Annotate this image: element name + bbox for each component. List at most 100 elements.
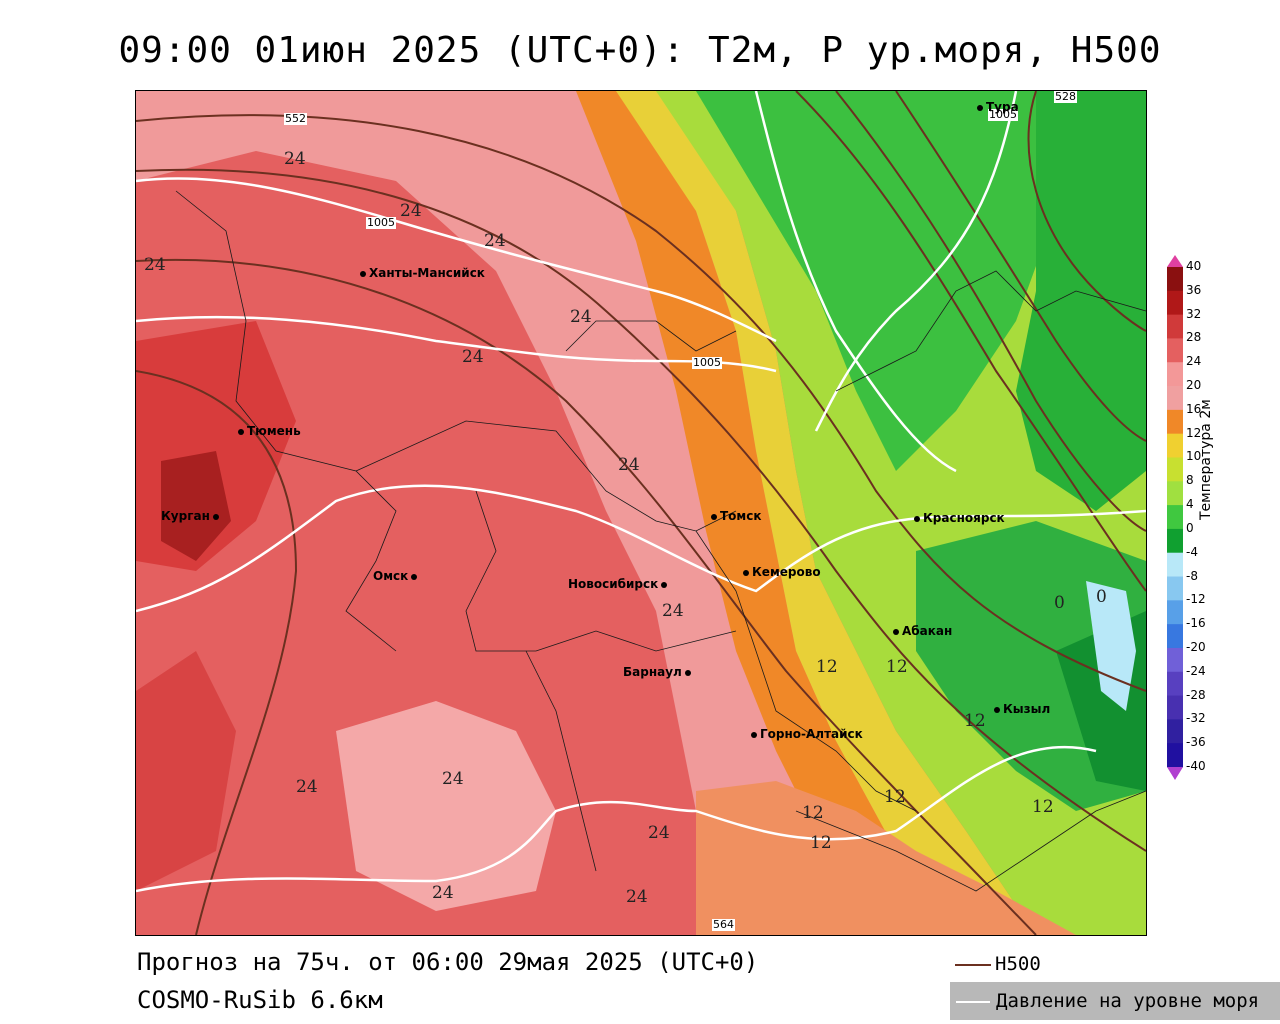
temp-zone-below-0 xyxy=(1086,581,1136,711)
temp-zone-4-east xyxy=(1016,91,1146,511)
temp-label: 12 xyxy=(886,657,908,677)
colorbar-segment xyxy=(1167,576,1183,601)
slp-label-1005-a: 1005 xyxy=(366,216,396,229)
temp-label: 24 xyxy=(626,887,648,907)
temp-zone-pale xyxy=(336,701,556,911)
h500-label-564: 564 xyxy=(712,918,735,931)
city-label: Омск xyxy=(373,569,409,583)
city-marker xyxy=(977,104,983,111)
temp-zone-32 xyxy=(161,451,231,561)
city-novosibirsk: Новосибирск xyxy=(568,577,670,591)
model-name: COSMO-RuSib 6.6км xyxy=(137,986,383,1014)
colorbar-tick-label: 40 xyxy=(1186,259,1202,273)
map-canvas xyxy=(136,91,1146,935)
temp-label: 24 xyxy=(570,307,592,327)
city-marker xyxy=(711,513,717,520)
colorbar-tick-label: -24 xyxy=(1186,663,1206,678)
legend-slp: Давление на уровне моря xyxy=(950,982,1280,1020)
city-label: Тюмень xyxy=(247,424,301,438)
colorbar-tick-label: 28 xyxy=(1186,330,1202,345)
city-label: Барнаул xyxy=(623,665,682,679)
temp-zone-28-south xyxy=(136,651,236,891)
temp-label: 12 xyxy=(802,803,824,823)
colorbar-tick-label: 36 xyxy=(1186,282,1202,297)
city-label: Курган xyxy=(161,509,210,523)
temp-label: 24 xyxy=(662,601,684,621)
slp-label-1005-b: 1005 xyxy=(692,356,722,369)
city-omsk: Омск xyxy=(373,569,420,583)
city-marker xyxy=(360,270,366,277)
city-barnaul: Барнаул xyxy=(623,665,694,679)
city-marker xyxy=(212,513,219,520)
colorbar-tick-label: -16 xyxy=(1186,616,1206,631)
city-label: Абакан xyxy=(902,624,953,638)
city-marker xyxy=(743,569,749,576)
city-tyumen: Тюмень xyxy=(238,424,301,438)
city-gorno-altaysk: Горно-Алтайск xyxy=(751,727,863,741)
h500-label-528: 528 xyxy=(1054,90,1077,103)
city-label: Новосибирск xyxy=(568,577,659,591)
city-kurgan: Курган xyxy=(161,509,222,523)
colorbar-tick-label: 24 xyxy=(1186,354,1202,369)
colorbar-tick-label: 0 xyxy=(1186,520,1194,535)
colorbar-segment xyxy=(1167,267,1183,292)
colorbar-tick-label: -20 xyxy=(1186,639,1206,654)
city-label: Красноярск xyxy=(923,511,1005,525)
colorbar-tick-label: -32 xyxy=(1186,711,1206,726)
slp-line-swatch xyxy=(956,1000,990,1003)
temperature-colorbar xyxy=(1167,255,1183,780)
temp-label: 24 xyxy=(442,769,464,789)
city-marker xyxy=(411,573,418,580)
h500-contours xyxy=(136,91,1146,935)
weather-map: 552 528 564 1005 1005 1005 24 24 24 24 2… xyxy=(135,90,1147,936)
city-marker xyxy=(751,731,757,738)
legend-slp-label: Давление на уровне моря xyxy=(996,990,1260,1012)
temp-label: 0 xyxy=(1054,593,1065,613)
city-abakan: Абакан xyxy=(893,624,952,638)
city-krasnoyarsk: Красноярск xyxy=(914,511,1005,525)
colorbar-segment xyxy=(1167,386,1183,411)
colorbar-arrow-top xyxy=(1167,255,1183,267)
colorbar-segment xyxy=(1167,314,1183,339)
city-marker xyxy=(893,628,899,635)
colorbar-segment xyxy=(1167,290,1183,316)
city-marker xyxy=(684,669,691,676)
colorbar-tick-label: -12 xyxy=(1186,592,1206,607)
city-label: Кемерово xyxy=(752,565,821,579)
map-title: 09:00 01июн 2025 (UTC+0): T2м, P ур.моря… xyxy=(118,30,1162,71)
colorbar-tick-label: 10 xyxy=(1186,449,1202,464)
colorbar-segment xyxy=(1167,433,1183,458)
slp-label-1005-c: 1005 xyxy=(988,108,1018,121)
colorbar-segment xyxy=(1167,481,1183,506)
colorbar-segment xyxy=(1167,624,1183,649)
temp-label: 24 xyxy=(618,455,640,475)
colorbar-segment xyxy=(1167,457,1183,482)
temp-zone-24-28 xyxy=(136,151,716,935)
temp-label: 24 xyxy=(462,347,484,367)
colorbar-tick-label: 4 xyxy=(1186,497,1194,512)
temp-label: 24 xyxy=(648,823,670,843)
colorbar-segment xyxy=(1167,338,1183,363)
h500-label-552: 552 xyxy=(284,112,307,125)
colorbar-tick-label: -8 xyxy=(1186,568,1198,583)
colorbar-tick-label: -28 xyxy=(1186,687,1206,702)
colorbar-segment xyxy=(1167,552,1183,578)
temp-label: 12 xyxy=(1032,797,1054,817)
colorbar-segment xyxy=(1167,409,1183,435)
city-tura: Тура xyxy=(977,100,1019,114)
temp-label: 12 xyxy=(964,711,986,731)
city-kemerovo: Кемерово xyxy=(743,565,821,579)
city-label: Горно-Алтайск xyxy=(760,727,863,741)
colorbar-segment xyxy=(1167,362,1183,387)
colorbar-tick-label: 20 xyxy=(1186,378,1202,393)
colorbar-segment xyxy=(1167,719,1183,744)
temp-label: 0 xyxy=(1096,587,1107,607)
colorbar-segment xyxy=(1167,528,1183,554)
colorbar-tick-label: -36 xyxy=(1186,735,1206,750)
colorbar-segment xyxy=(1167,671,1183,697)
colorbar-tick-label: 16 xyxy=(1186,401,1202,416)
h500-line-swatch xyxy=(955,963,991,966)
legend-h500: H500 xyxy=(955,953,1041,975)
temp-zone-16 xyxy=(576,91,956,935)
colorbar-tick-label: 8 xyxy=(1186,473,1194,488)
